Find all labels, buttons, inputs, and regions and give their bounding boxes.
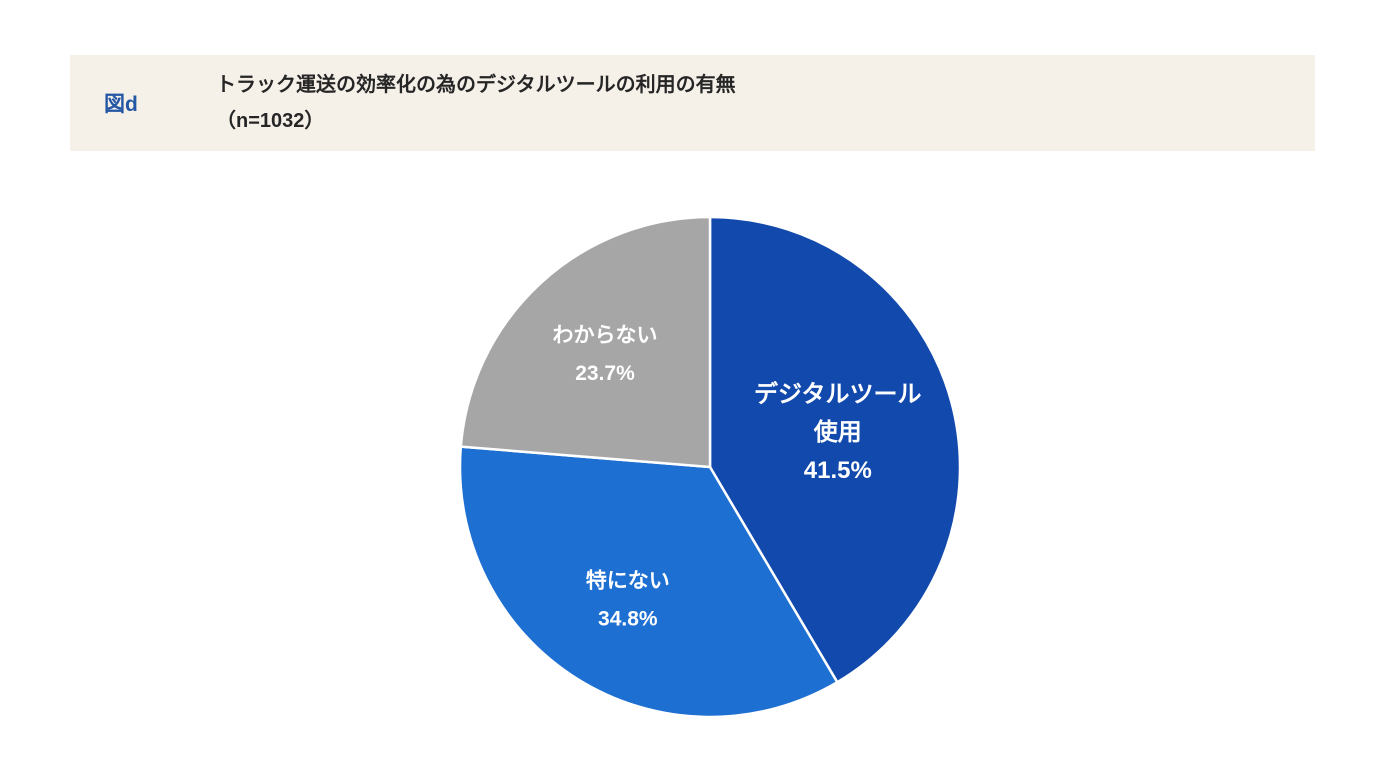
pie-chart: デジタルツール使用 41.5% 特にない 34.8% わからない 23.7% xyxy=(450,207,970,727)
figure-header: 図d トラック運送の効率化の為のデジタルツールの利用の有無 （n=1032） xyxy=(70,55,1315,151)
figure-label: 図d xyxy=(104,93,138,116)
pie-slice-label-1: デジタルツール使用 41.5% xyxy=(754,380,922,484)
pie-slice-2 xyxy=(458,445,839,719)
pie-slice-label-3: わからない 23.7% xyxy=(553,324,658,385)
pie-slice-3 xyxy=(459,215,712,469)
figure-title-block: トラック運送の効率化の為のデジタルツールの利用の有無 （n=1032） xyxy=(216,67,736,139)
figure-subtitle: （n=1032） xyxy=(216,110,325,132)
pie-slice-1 xyxy=(708,215,962,684)
figure-title: トラック運送の効率化の為のデジタルツールの利用の有無 xyxy=(216,74,736,96)
pie-chart-svg: デジタルツール使用 41.5% 特にない 34.8% わからない 23.7% xyxy=(458,215,962,719)
pie-slice-label-2: 特にない 34.8% xyxy=(586,568,670,630)
